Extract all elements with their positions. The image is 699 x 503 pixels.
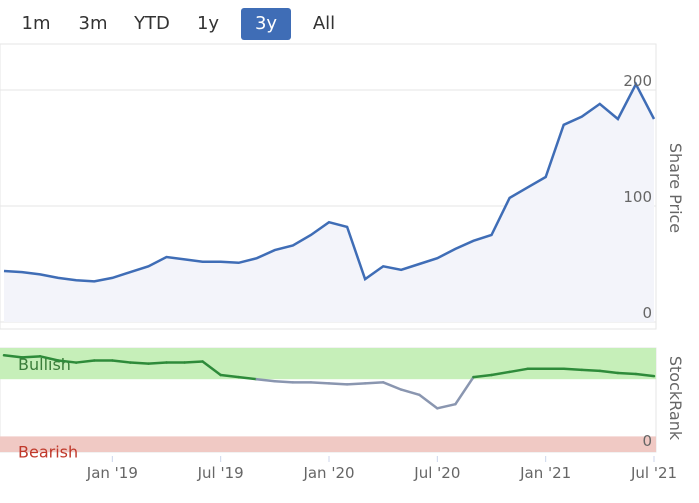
rank-line-segment (147, 361, 168, 365)
rank-y-axis: 0 (642, 432, 652, 450)
rank-axis-title: StockRank (666, 356, 685, 441)
rank-line-segment (436, 402, 457, 410)
rank-line-segment (472, 373, 493, 379)
rank-line-segment (74, 359, 96, 364)
rank-line-segment (381, 381, 403, 391)
rank-line-segment (38, 355, 60, 362)
bearish-band-label: Bearish (18, 442, 78, 461)
rank-line-segment (634, 372, 656, 378)
rank-line-segment (562, 367, 584, 372)
rank-line-segment (273, 380, 295, 384)
rank-line-segment (418, 393, 439, 410)
rank-line-segment (219, 373, 240, 379)
range-selector: 1m 3m YTD 1y 3y All (0, 4, 699, 42)
price-plot-frame (0, 43, 657, 330)
rank-line-segment (237, 375, 259, 381)
x-tick-label: Jul '20 (413, 464, 460, 482)
price-area-fill (4, 84, 654, 322)
rank-line-segment (201, 360, 222, 377)
rank-line-segment (111, 359, 132, 364)
rank-line-segment (399, 388, 421, 397)
price-series-line (3, 81, 656, 283)
range-button-1y[interactable]: 1y (196, 13, 220, 34)
rank-line-segment (183, 360, 204, 364)
x-tick-label: Jan '19 (86, 464, 138, 482)
rank-line-segment (454, 375, 475, 406)
range-button-ytd[interactable]: YTD (134, 13, 170, 34)
rank-line-segment (56, 359, 78, 364)
rank-line-segment (363, 381, 385, 385)
x-axis: Jan '19 Jul '19 Jan '20 Jul '20 Jan '21 Jul '… (86, 456, 677, 482)
rank-line-segment (616, 371, 638, 376)
rank-line-segment (20, 355, 42, 359)
rank-line-segment (255, 377, 277, 383)
rank-line-segment (598, 369, 620, 375)
rank-line-segment (2, 354, 24, 359)
bullish-band (0, 348, 656, 380)
x-tick-label: Jul '19 (197, 464, 244, 482)
bearish-band (0, 436, 656, 452)
range-button-all[interactable]: All (312, 13, 336, 34)
rank-y-tick-label: 0 (642, 432, 652, 450)
range-button-3y[interactable]: 3y (241, 8, 291, 40)
x-tick-label: Jan '21 (519, 464, 571, 482)
rank-line-segment (508, 367, 529, 374)
rank-series-line (2, 354, 656, 410)
price-y-axis: 0 100 200 (623, 72, 652, 322)
price-y-tick-label: 0 (642, 304, 652, 322)
price-axis-title: Share Price (666, 143, 685, 233)
rank-line-segment (309, 381, 331, 385)
rank-line-segment (580, 368, 602, 373)
rank-line-segment (129, 361, 150, 365)
x-tick-label: Jan '20 (302, 464, 354, 482)
rank-line-segment (345, 382, 367, 386)
range-button-3m[interactable]: 3m (78, 13, 108, 34)
rank-line-segment (490, 370, 511, 377)
price-y-tick-label: 200 (623, 72, 652, 90)
rank-line-segment (327, 382, 349, 386)
x-tick-label: Jul '21 (630, 464, 677, 482)
price-y-tick-label: 100 (623, 188, 652, 206)
range-button-1m[interactable]: 1m (21, 13, 51, 34)
